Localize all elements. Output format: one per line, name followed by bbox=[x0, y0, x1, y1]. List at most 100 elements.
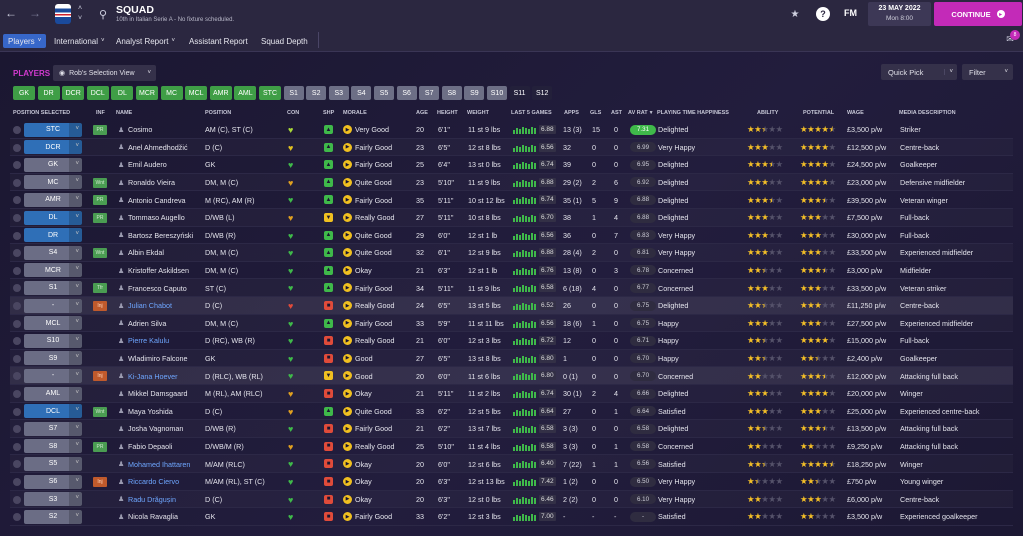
player-name[interactable]: Fabio Depaoli bbox=[128, 442, 173, 452]
table-row[interactable]: S7 ˅ ♟ Josha Vagnoman D/WB (R) ♥ ■ ▶ Fair… bbox=[10, 420, 1013, 438]
position-selector[interactable]: AML ˅ bbox=[24, 386, 82, 401]
table-row[interactable]: S6 ˅ Inj ♟ Riccardo Ciervo M/AM (RL), ST … bbox=[10, 473, 1013, 491]
filter-chip-s12[interactable]: S12 bbox=[532, 86, 553, 100]
filter-chip-s9[interactable]: S9 bbox=[464, 86, 485, 100]
row-select-checkbox[interactable] bbox=[13, 231, 21, 240]
row-select-checkbox[interactable] bbox=[13, 513, 21, 522]
col-weight[interactable]: WEIGHT bbox=[467, 110, 489, 116]
position-selector[interactable]: STC ˅ bbox=[24, 122, 82, 137]
player-name[interactable]: Pierre Kalulu bbox=[128, 336, 170, 346]
filter-chip-aml[interactable]: AML bbox=[234, 86, 257, 100]
trophy-icon[interactable]: ★ bbox=[790, 8, 800, 20]
filter-chip-mcr[interactable]: MCR bbox=[136, 86, 158, 100]
col-position-selected[interactable]: POSITION SELECTED bbox=[13, 110, 71, 116]
row-select-checkbox[interactable] bbox=[13, 214, 21, 222]
filter-chip-s5[interactable]: S5 bbox=[374, 86, 394, 100]
player-name[interactable]: Josha Vagnoman bbox=[128, 424, 184, 434]
chevron-up-icon[interactable]: ˄ bbox=[77, 4, 83, 12]
fm-logo[interactable]: FM bbox=[844, 8, 857, 18]
filter-chip-s8[interactable]: S8 bbox=[441, 86, 462, 100]
date-box[interactable]: 23 MAY 2022 Mon 8:00 bbox=[868, 2, 931, 26]
col-con[interactable]: CON bbox=[287, 110, 300, 116]
position-selector[interactable]: S8 ˅ bbox=[24, 439, 82, 454]
col-potential[interactable]: POTENTIAL bbox=[803, 110, 835, 116]
col-name[interactable]: NAME bbox=[116, 110, 133, 116]
col-media[interactable]: MEDIA DESCRIPTION bbox=[899, 110, 956, 116]
col-height[interactable]: HEIGHT bbox=[437, 110, 458, 116]
filter-chip-s1[interactable]: S1 bbox=[283, 86, 304, 100]
table-row[interactable]: S2 ˅ ♟ Nicola Ravaglia GK ♥ ■ ▶ Fairly Go… bbox=[10, 508, 1013, 526]
row-select-checkbox[interactable] bbox=[13, 266, 21, 275]
player-name[interactable]: Albin Ekdal bbox=[128, 248, 164, 258]
position-selector[interactable]: MCR ˅ bbox=[24, 263, 82, 278]
status-badge[interactable]: PR bbox=[93, 441, 107, 452]
player-name[interactable]: Anel Ahmedhodžić bbox=[128, 142, 188, 152]
status-badge[interactable]: PR bbox=[93, 125, 107, 135]
table-row[interactable]: DCL ˅ Wnt ♟ Maya Yoshida D (C) ♥ ▲ ▶ Quit… bbox=[10, 403, 1013, 421]
row-select-checkbox[interactable] bbox=[13, 372, 21, 381]
player-name[interactable]: Mohamed Ihattaren bbox=[128, 459, 191, 469]
player-name[interactable]: Francesco Caputo bbox=[128, 283, 187, 293]
row-select-checkbox[interactable] bbox=[13, 249, 21, 258]
filter-chip-s11[interactable]: S11 bbox=[509, 86, 530, 100]
col-apps[interactable]: APPS bbox=[564, 110, 579, 116]
search-icon[interactable]: ⚲ bbox=[98, 8, 108, 21]
position-selector[interactable]: S4 ˅ bbox=[24, 245, 82, 260]
player-name[interactable]: Wladimiro Falcone bbox=[128, 354, 188, 364]
table-row[interactable]: AML ˅ ♟ Mikkel Damsgaard M (RL), AM (RLC)… bbox=[10, 385, 1013, 403]
filter-chip-amr[interactable]: AMR bbox=[209, 86, 232, 100]
quick-pick-button[interactable]: Quick Pick ˅ bbox=[881, 64, 957, 80]
position-selector[interactable]: S1 ˅ bbox=[24, 280, 82, 295]
col-morale[interactable]: MORALE bbox=[343, 110, 367, 116]
view-selector[interactable]: ◉ Rob's Selection View ˅ bbox=[53, 65, 156, 81]
player-name[interactable]: Emil Audero bbox=[128, 160, 167, 170]
filter-chip-dl[interactable]: DL bbox=[111, 86, 134, 100]
table-row[interactable]: MCL ˅ ♟ Adrien Silva DM, M (C) ♥ ▲ ▶ Fair… bbox=[10, 315, 1013, 333]
status-badge[interactable]: Inj bbox=[93, 301, 107, 311]
player-name[interactable]: Ronaldo Vieira bbox=[128, 178, 176, 188]
table-row[interactable]: - ˅ Inj ♟ Ki-Jana Hoever D (RLC), WB (RL)… bbox=[10, 367, 1013, 385]
row-select-checkbox[interactable] bbox=[13, 495, 21, 504]
status-badge[interactable]: Tfr bbox=[93, 283, 107, 294]
table-row[interactable]: S9 ˅ ♟ Wladimiro Falcone GK ♥ ■ ▶ Good 27… bbox=[10, 350, 1013, 368]
position-selector[interactable]: DL ˅ bbox=[24, 210, 82, 225]
row-select-checkbox[interactable] bbox=[13, 425, 21, 434]
player-name[interactable]: Kristoffer Askildsen bbox=[128, 266, 189, 276]
row-select-checkbox[interactable] bbox=[13, 460, 21, 469]
status-badge[interactable]: Inj bbox=[93, 477, 107, 487]
filter-chip-dcr[interactable]: DCR bbox=[62, 86, 85, 100]
col-wage[interactable]: WAGE bbox=[847, 110, 864, 116]
row-select-checkbox[interactable] bbox=[13, 196, 21, 205]
filter-chip-s2[interactable]: S2 bbox=[306, 86, 327, 100]
position-selector[interactable]: S10 ˅ bbox=[24, 333, 82, 348]
table-row[interactable]: MCR ˅ ♟ Kristoffer Askildsen DM, M (C) ♥ … bbox=[10, 262, 1013, 280]
table-row[interactable]: DL ˅ PR ♟ Tommaso Augello D/WB (L) ♥ ▼ ▶ … bbox=[10, 209, 1013, 227]
position-selector[interactable]: AMR ˅ bbox=[24, 192, 82, 207]
tab-players[interactable]: Players ˅ bbox=[3, 34, 46, 48]
position-selector[interactable]: S2 ˅ bbox=[24, 509, 82, 524]
filter-chip-s10[interactable]: S10 bbox=[487, 86, 507, 100]
row-select-checkbox[interactable] bbox=[13, 284, 21, 293]
filter-chip-dcl[interactable]: DCL bbox=[86, 86, 109, 100]
status-badge[interactable]: Wnt bbox=[93, 177, 107, 188]
position-selector[interactable]: S6 ˅ bbox=[24, 474, 82, 489]
table-row[interactable]: DCR ˅ ♟ Anel Ahmedhodžić D (C) ♥ ▲ ▶ Fair… bbox=[10, 139, 1013, 157]
row-select-checkbox[interactable] bbox=[13, 126, 21, 134]
continue-button[interactable]: CONTINUE ▸ bbox=[934, 2, 1022, 26]
filter-chip-mcl[interactable]: MCL bbox=[185, 86, 208, 100]
player-name[interactable]: Ki-Jana Hoever bbox=[128, 371, 178, 381]
row-select-checkbox[interactable] bbox=[13, 390, 21, 398]
chevron-down-icon[interactable]: ˅ bbox=[77, 14, 83, 22]
position-selector[interactable]: GK ˅ bbox=[24, 157, 82, 172]
notifications-icon[interactable]: ✉ bbox=[1006, 33, 1014, 44]
col-shp[interactable]: SHP bbox=[323, 110, 335, 116]
filter-chip-s4[interactable]: S4 bbox=[351, 86, 372, 100]
col-position[interactable]: POSITION bbox=[205, 110, 232, 116]
col-ast[interactable]: AST bbox=[611, 110, 622, 116]
player-name[interactable]: Tommaso Augello bbox=[128, 213, 185, 223]
position-selector[interactable]: - ˅ bbox=[24, 368, 82, 383]
position-selector[interactable]: S7 ˅ bbox=[24, 421, 82, 436]
table-row[interactable]: S8 ˅ PR ♟ Fabio Depaoli D/WB/M (R) ♥ ■ ▶ … bbox=[10, 438, 1013, 456]
row-select-checkbox[interactable] bbox=[13, 337, 21, 346]
player-name[interactable]: Radu Drăgușin bbox=[128, 494, 176, 504]
